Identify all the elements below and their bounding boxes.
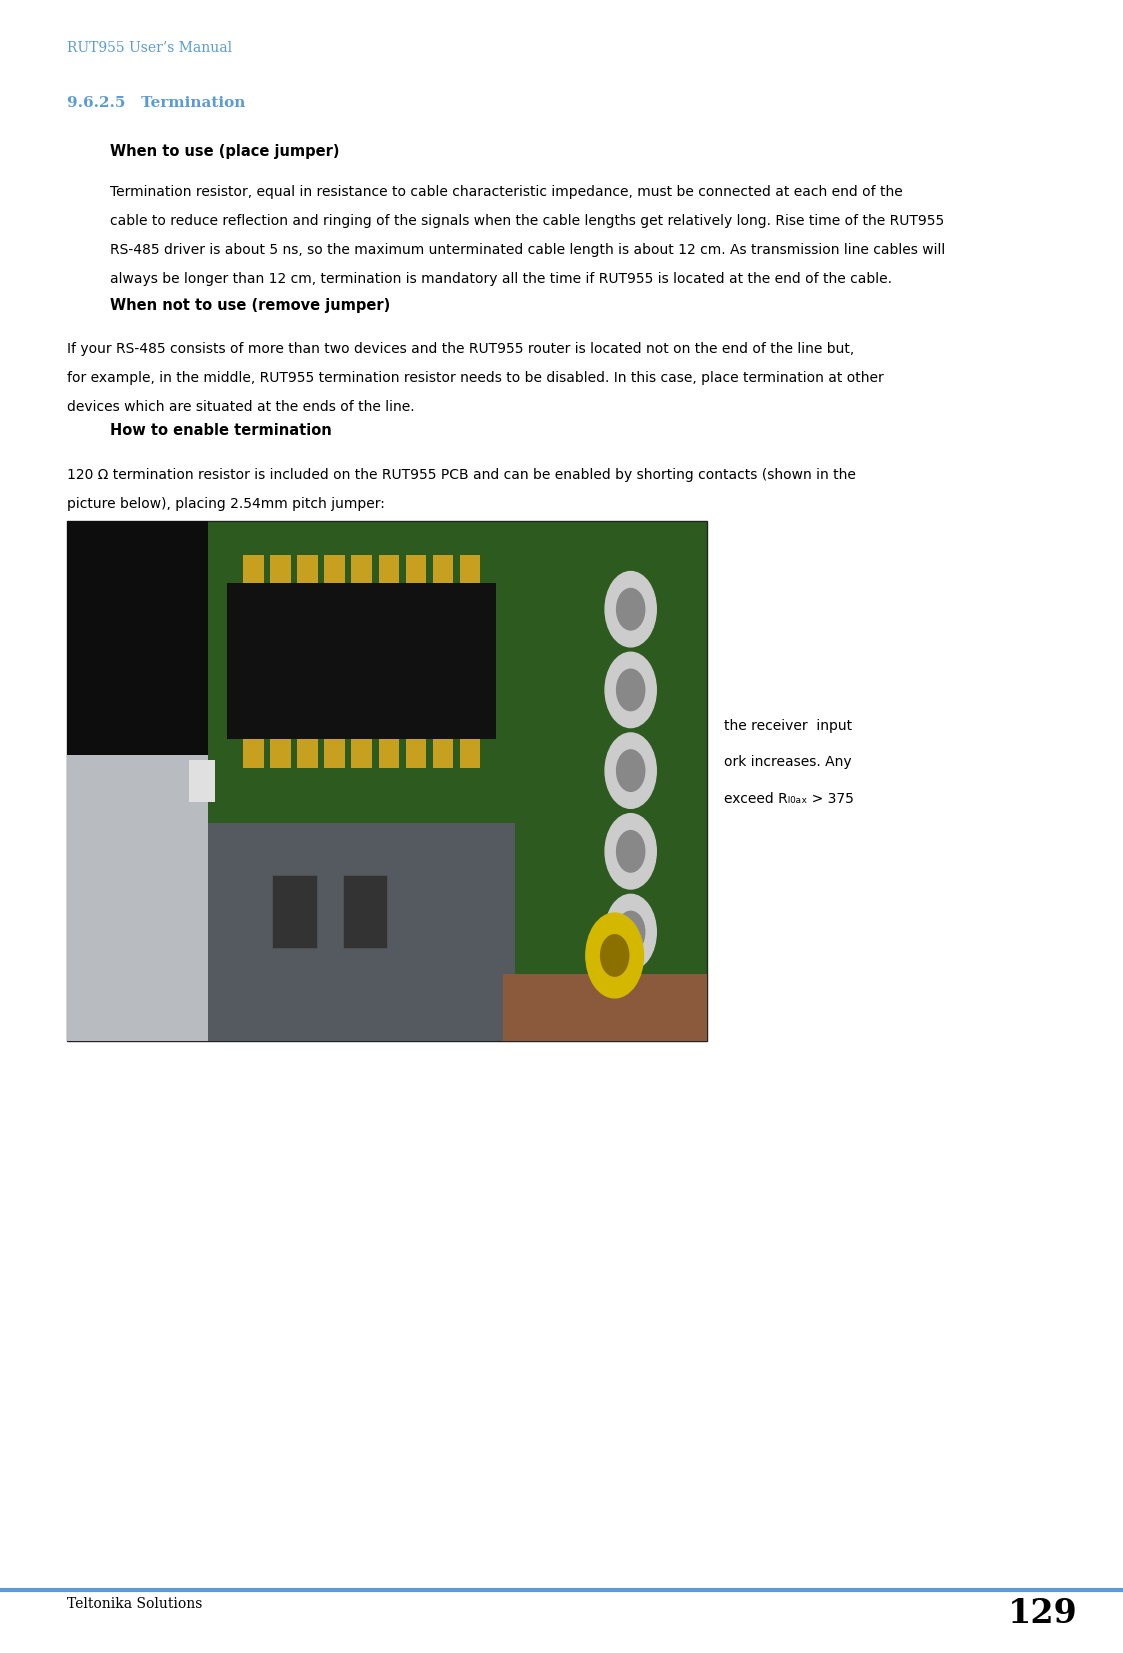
FancyBboxPatch shape bbox=[378, 739, 399, 769]
FancyBboxPatch shape bbox=[298, 739, 318, 769]
FancyBboxPatch shape bbox=[298, 554, 318, 584]
FancyBboxPatch shape bbox=[378, 554, 399, 584]
FancyBboxPatch shape bbox=[67, 521, 707, 1041]
Text: RUT955 User’s Manual: RUT955 User’s Manual bbox=[67, 41, 232, 55]
Text: ork increases. Any: ork increases. Any bbox=[724, 755, 852, 769]
FancyBboxPatch shape bbox=[432, 554, 453, 584]
Circle shape bbox=[605, 572, 656, 646]
FancyBboxPatch shape bbox=[459, 739, 480, 769]
FancyBboxPatch shape bbox=[244, 554, 264, 584]
Circle shape bbox=[617, 911, 645, 952]
Text: RS-485 driver is about 5 ns, so the maximum unterminated cable length is about 1: RS-485 driver is about 5 ns, so the maxi… bbox=[110, 243, 946, 256]
FancyBboxPatch shape bbox=[271, 739, 291, 769]
Text: 120 Ω termination resistor is included on the RUT955 PCB and can be enabled by s: 120 Ω termination resistor is included o… bbox=[67, 468, 856, 481]
FancyBboxPatch shape bbox=[189, 760, 214, 802]
FancyBboxPatch shape bbox=[459, 554, 480, 584]
Circle shape bbox=[617, 750, 645, 792]
FancyBboxPatch shape bbox=[325, 739, 345, 769]
FancyBboxPatch shape bbox=[343, 874, 387, 947]
Text: If your RS-485 consists of more than two devices and the RUT955 router is locate: If your RS-485 consists of more than two… bbox=[67, 342, 855, 355]
Circle shape bbox=[605, 894, 656, 970]
Text: How to enable termination: How to enable termination bbox=[110, 423, 331, 438]
FancyBboxPatch shape bbox=[432, 739, 453, 769]
FancyBboxPatch shape bbox=[271, 554, 291, 584]
FancyBboxPatch shape bbox=[351, 554, 372, 584]
Circle shape bbox=[617, 669, 645, 711]
Circle shape bbox=[617, 830, 645, 873]
Text: exceed Rₗ₀ₐₓ > 375: exceed Rₗ₀ₐₓ > 375 bbox=[724, 792, 855, 805]
Text: picture below), placing 2.54mm pitch jumper:: picture below), placing 2.54mm pitch jum… bbox=[67, 496, 385, 511]
Circle shape bbox=[605, 813, 656, 889]
Text: When to use (place jumper): When to use (place jumper) bbox=[110, 144, 339, 159]
Text: cable to reduce reflection and ringing of the signals when the cable lengths get: cable to reduce reflection and ringing o… bbox=[110, 213, 944, 228]
FancyBboxPatch shape bbox=[244, 739, 264, 769]
FancyBboxPatch shape bbox=[208, 823, 515, 1041]
Circle shape bbox=[605, 732, 656, 808]
Text: 9.6.2.5   Termination: 9.6.2.5 Termination bbox=[67, 96, 246, 109]
Text: for example, in the middle, RUT955 termination resistor needs to be disabled. In: for example, in the middle, RUT955 termi… bbox=[67, 370, 884, 385]
Text: devices which are situated at the ends of the line.: devices which are situated at the ends o… bbox=[67, 400, 416, 413]
Circle shape bbox=[586, 912, 643, 998]
FancyBboxPatch shape bbox=[405, 554, 426, 584]
Text: When not to use (remove jumper): When not to use (remove jumper) bbox=[110, 298, 391, 312]
FancyBboxPatch shape bbox=[351, 739, 372, 769]
Text: the receiver  input: the receiver input bbox=[724, 719, 852, 732]
Text: 129: 129 bbox=[1008, 1597, 1078, 1630]
Circle shape bbox=[617, 588, 645, 630]
Text: always be longer than 12 cm, termination is mandatory all the time if RUT955 is : always be longer than 12 cm, termination… bbox=[110, 271, 892, 286]
FancyBboxPatch shape bbox=[405, 739, 426, 769]
Circle shape bbox=[605, 653, 656, 727]
FancyBboxPatch shape bbox=[67, 755, 208, 1041]
FancyBboxPatch shape bbox=[325, 554, 345, 584]
Text: Termination resistor, equal in resistance to cable characteristic impedance, mus: Termination resistor, equal in resistanc… bbox=[110, 185, 903, 198]
FancyBboxPatch shape bbox=[272, 874, 317, 947]
FancyBboxPatch shape bbox=[503, 974, 707, 1041]
FancyBboxPatch shape bbox=[227, 584, 496, 739]
FancyBboxPatch shape bbox=[67, 521, 208, 755]
Circle shape bbox=[601, 934, 629, 977]
Text: Teltonika Solutions: Teltonika Solutions bbox=[67, 1597, 203, 1610]
